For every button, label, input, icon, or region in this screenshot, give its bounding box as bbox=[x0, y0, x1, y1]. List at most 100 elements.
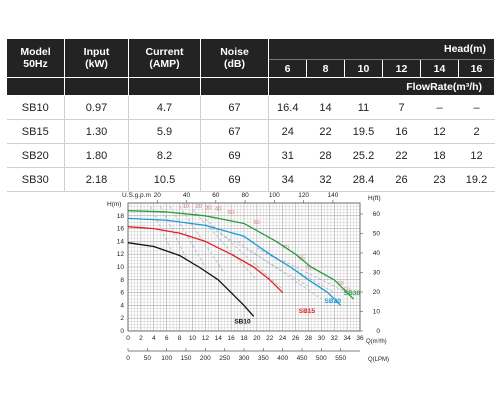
header-input: Input (kW) bbox=[64, 38, 129, 78]
y-tick-label: 2 bbox=[120, 315, 124, 322]
header-head-6: 6 bbox=[268, 59, 307, 78]
cell-flow: 16 bbox=[382, 119, 421, 144]
plot-frame bbox=[127, 202, 361, 332]
ft-tick-label: 0 bbox=[376, 328, 380, 335]
x-tick-label: 32 bbox=[331, 335, 339, 342]
cell-flow: 16.4 bbox=[268, 95, 307, 120]
header-head-12: 12 bbox=[382, 59, 421, 78]
gpm-tick-label: 60 bbox=[212, 192, 220, 199]
cell-model: SB30 bbox=[6, 167, 65, 192]
cell-flow: 31 bbox=[268, 143, 307, 168]
x-tick-label: 12 bbox=[202, 335, 210, 342]
cell-current: 8.2 bbox=[128, 143, 201, 168]
lpm-axis-title: Q(LPM) bbox=[368, 357, 389, 363]
efficiency-line bbox=[192, 209, 258, 281]
cell-flow: 12 bbox=[458, 143, 495, 168]
gpm-tick-label: 20 bbox=[154, 192, 162, 199]
cell-flow: 23 bbox=[420, 167, 459, 192]
ft-tick-label: 30 bbox=[373, 269, 381, 276]
spec-table: Model 50Hz Input (kW) Current (AMP) Noise (d… bbox=[6, 38, 496, 192]
cell-current: 5.9 bbox=[128, 119, 201, 144]
x-tick-label: 24 bbox=[279, 335, 287, 342]
efficiency-label: 30 bbox=[205, 205, 211, 211]
header-head-14: 14 bbox=[420, 59, 459, 78]
y-tick-label: 16 bbox=[117, 226, 125, 233]
header-flow-group: FlowRate(m³/h) bbox=[267, 77, 496, 96]
x-tick-label: 36 bbox=[356, 335, 364, 342]
cell-current: 10.5 bbox=[128, 167, 201, 192]
cell-flow: 28.4 bbox=[344, 167, 383, 192]
lpm-tick-label: 150 bbox=[181, 355, 192, 362]
cell-input: 2.18 bbox=[64, 167, 129, 192]
y-tick-label: 10 bbox=[117, 264, 125, 271]
cell-model: SB20 bbox=[6, 143, 65, 168]
x-tick-label: 8 bbox=[178, 335, 182, 342]
cell-flow: 32 bbox=[306, 167, 345, 192]
cell-model: SB10 bbox=[6, 95, 65, 120]
efficiency-line bbox=[159, 206, 187, 258]
cell-flow: – bbox=[420, 95, 459, 120]
y-tick-label: 12 bbox=[117, 251, 125, 258]
cell-flow: – bbox=[458, 95, 495, 120]
gpm-tick-label: 120 bbox=[298, 192, 309, 199]
ft-tick-label: 40 bbox=[373, 250, 381, 257]
lpm-tick-label: 250 bbox=[219, 355, 230, 362]
cell-flow: 22 bbox=[382, 143, 421, 168]
efficiency-label: 60 bbox=[254, 220, 260, 226]
x-tick-label: 26 bbox=[292, 335, 300, 342]
y-axis-title: H(m) bbox=[107, 201, 121, 208]
header-current: Current (AMP) bbox=[128, 38, 201, 78]
gpm-tick-label: 140 bbox=[327, 192, 338, 199]
header-head-16: 16 bbox=[457, 59, 496, 78]
lpm-tick-label: 400 bbox=[277, 355, 288, 362]
efficiency-label: 50 bbox=[228, 210, 234, 216]
x-tick-label: 10 bbox=[189, 335, 197, 342]
lpm-tick-label: 550 bbox=[335, 355, 346, 362]
table-header-row-3: FlowRate(m³/h) bbox=[6, 77, 496, 96]
cell-flow: 22 bbox=[306, 119, 345, 144]
curve-sb20 bbox=[127, 217, 342, 306]
x-tick-label: 30 bbox=[318, 335, 326, 342]
cell-flow: 28 bbox=[306, 143, 345, 168]
efficiency-label: 70 bbox=[305, 266, 311, 272]
table-row: SB10 0.97 4.7 67 16.4 14 11 7 – – bbox=[6, 95, 495, 120]
y-tick-label: 0 bbox=[120, 328, 124, 335]
cell-input: 0.97 bbox=[64, 95, 129, 120]
series-label: SB30 bbox=[344, 290, 361, 297]
cell-flow: 14 bbox=[306, 95, 345, 120]
lpm-tick-label: 50 bbox=[144, 355, 152, 362]
lpm-tick-label: 500 bbox=[316, 355, 327, 362]
curve-sb10 bbox=[127, 242, 255, 317]
efficiency-line bbox=[237, 241, 322, 300]
ft-tick-label: 50 bbox=[373, 230, 381, 237]
cell-flow: 18 bbox=[420, 143, 459, 168]
efficiency-line bbox=[282, 260, 348, 293]
efficiency-label: 40 bbox=[215, 207, 221, 213]
gpm-tick-label: 80 bbox=[241, 192, 249, 199]
series-label: SB10 bbox=[234, 318, 251, 325]
header-noise: Noise (dB) bbox=[200, 38, 269, 78]
cell-flow: 7 bbox=[382, 95, 421, 120]
lpm-tick-label: 0 bbox=[126, 355, 130, 362]
series-label: SB15 bbox=[299, 308, 316, 315]
lpm-tick-label: 450 bbox=[297, 355, 308, 362]
efficiency-label: 60 bbox=[337, 281, 343, 287]
cell-flow: 25.2 bbox=[344, 143, 383, 168]
x-tick-label: 16 bbox=[227, 335, 235, 342]
cell-noise: 69 bbox=[200, 143, 269, 168]
efficiency-label: 65 bbox=[299, 255, 305, 261]
table-row: SB30 2.18 10.5 69 34 32 28.4 26 23 19.2 bbox=[6, 167, 495, 192]
table-row: SB20 1.80 8.2 69 31 28 25.2 22 18 12 bbox=[6, 143, 495, 168]
cell-flow: 2 bbox=[458, 119, 495, 144]
cell-input: 1.30 bbox=[64, 119, 129, 144]
header-head-group: Head(m) bbox=[267, 38, 496, 60]
ft-tick-label: 20 bbox=[373, 289, 381, 296]
efficiency-line bbox=[205, 218, 283, 290]
efficiency-line bbox=[169, 206, 206, 268]
efficiency-label: 20 bbox=[196, 204, 202, 210]
efficiency-label: 50 bbox=[344, 287, 350, 293]
cell-noise: 69 bbox=[200, 167, 269, 192]
cell-noise: 67 bbox=[200, 119, 269, 144]
